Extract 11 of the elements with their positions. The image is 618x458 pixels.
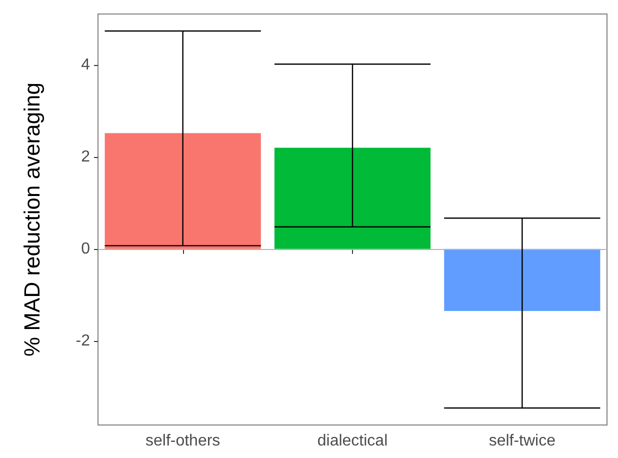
y-tick-label: 4	[81, 56, 90, 74]
bar	[274, 148, 431, 249]
y-tick-label: 0	[81, 240, 90, 258]
y-axis-title: % MAD reduction averaging	[20, 82, 44, 356]
x-tick-label: dialectical	[317, 432, 388, 450]
bar	[104, 133, 261, 249]
y-tick-label: -2	[76, 332, 90, 350]
x-tick-label: self-others	[145, 432, 220, 450]
x-tick-label: self-twice	[488, 432, 556, 450]
y-tick-label: 2	[81, 148, 90, 166]
bar	[444, 248, 600, 311]
